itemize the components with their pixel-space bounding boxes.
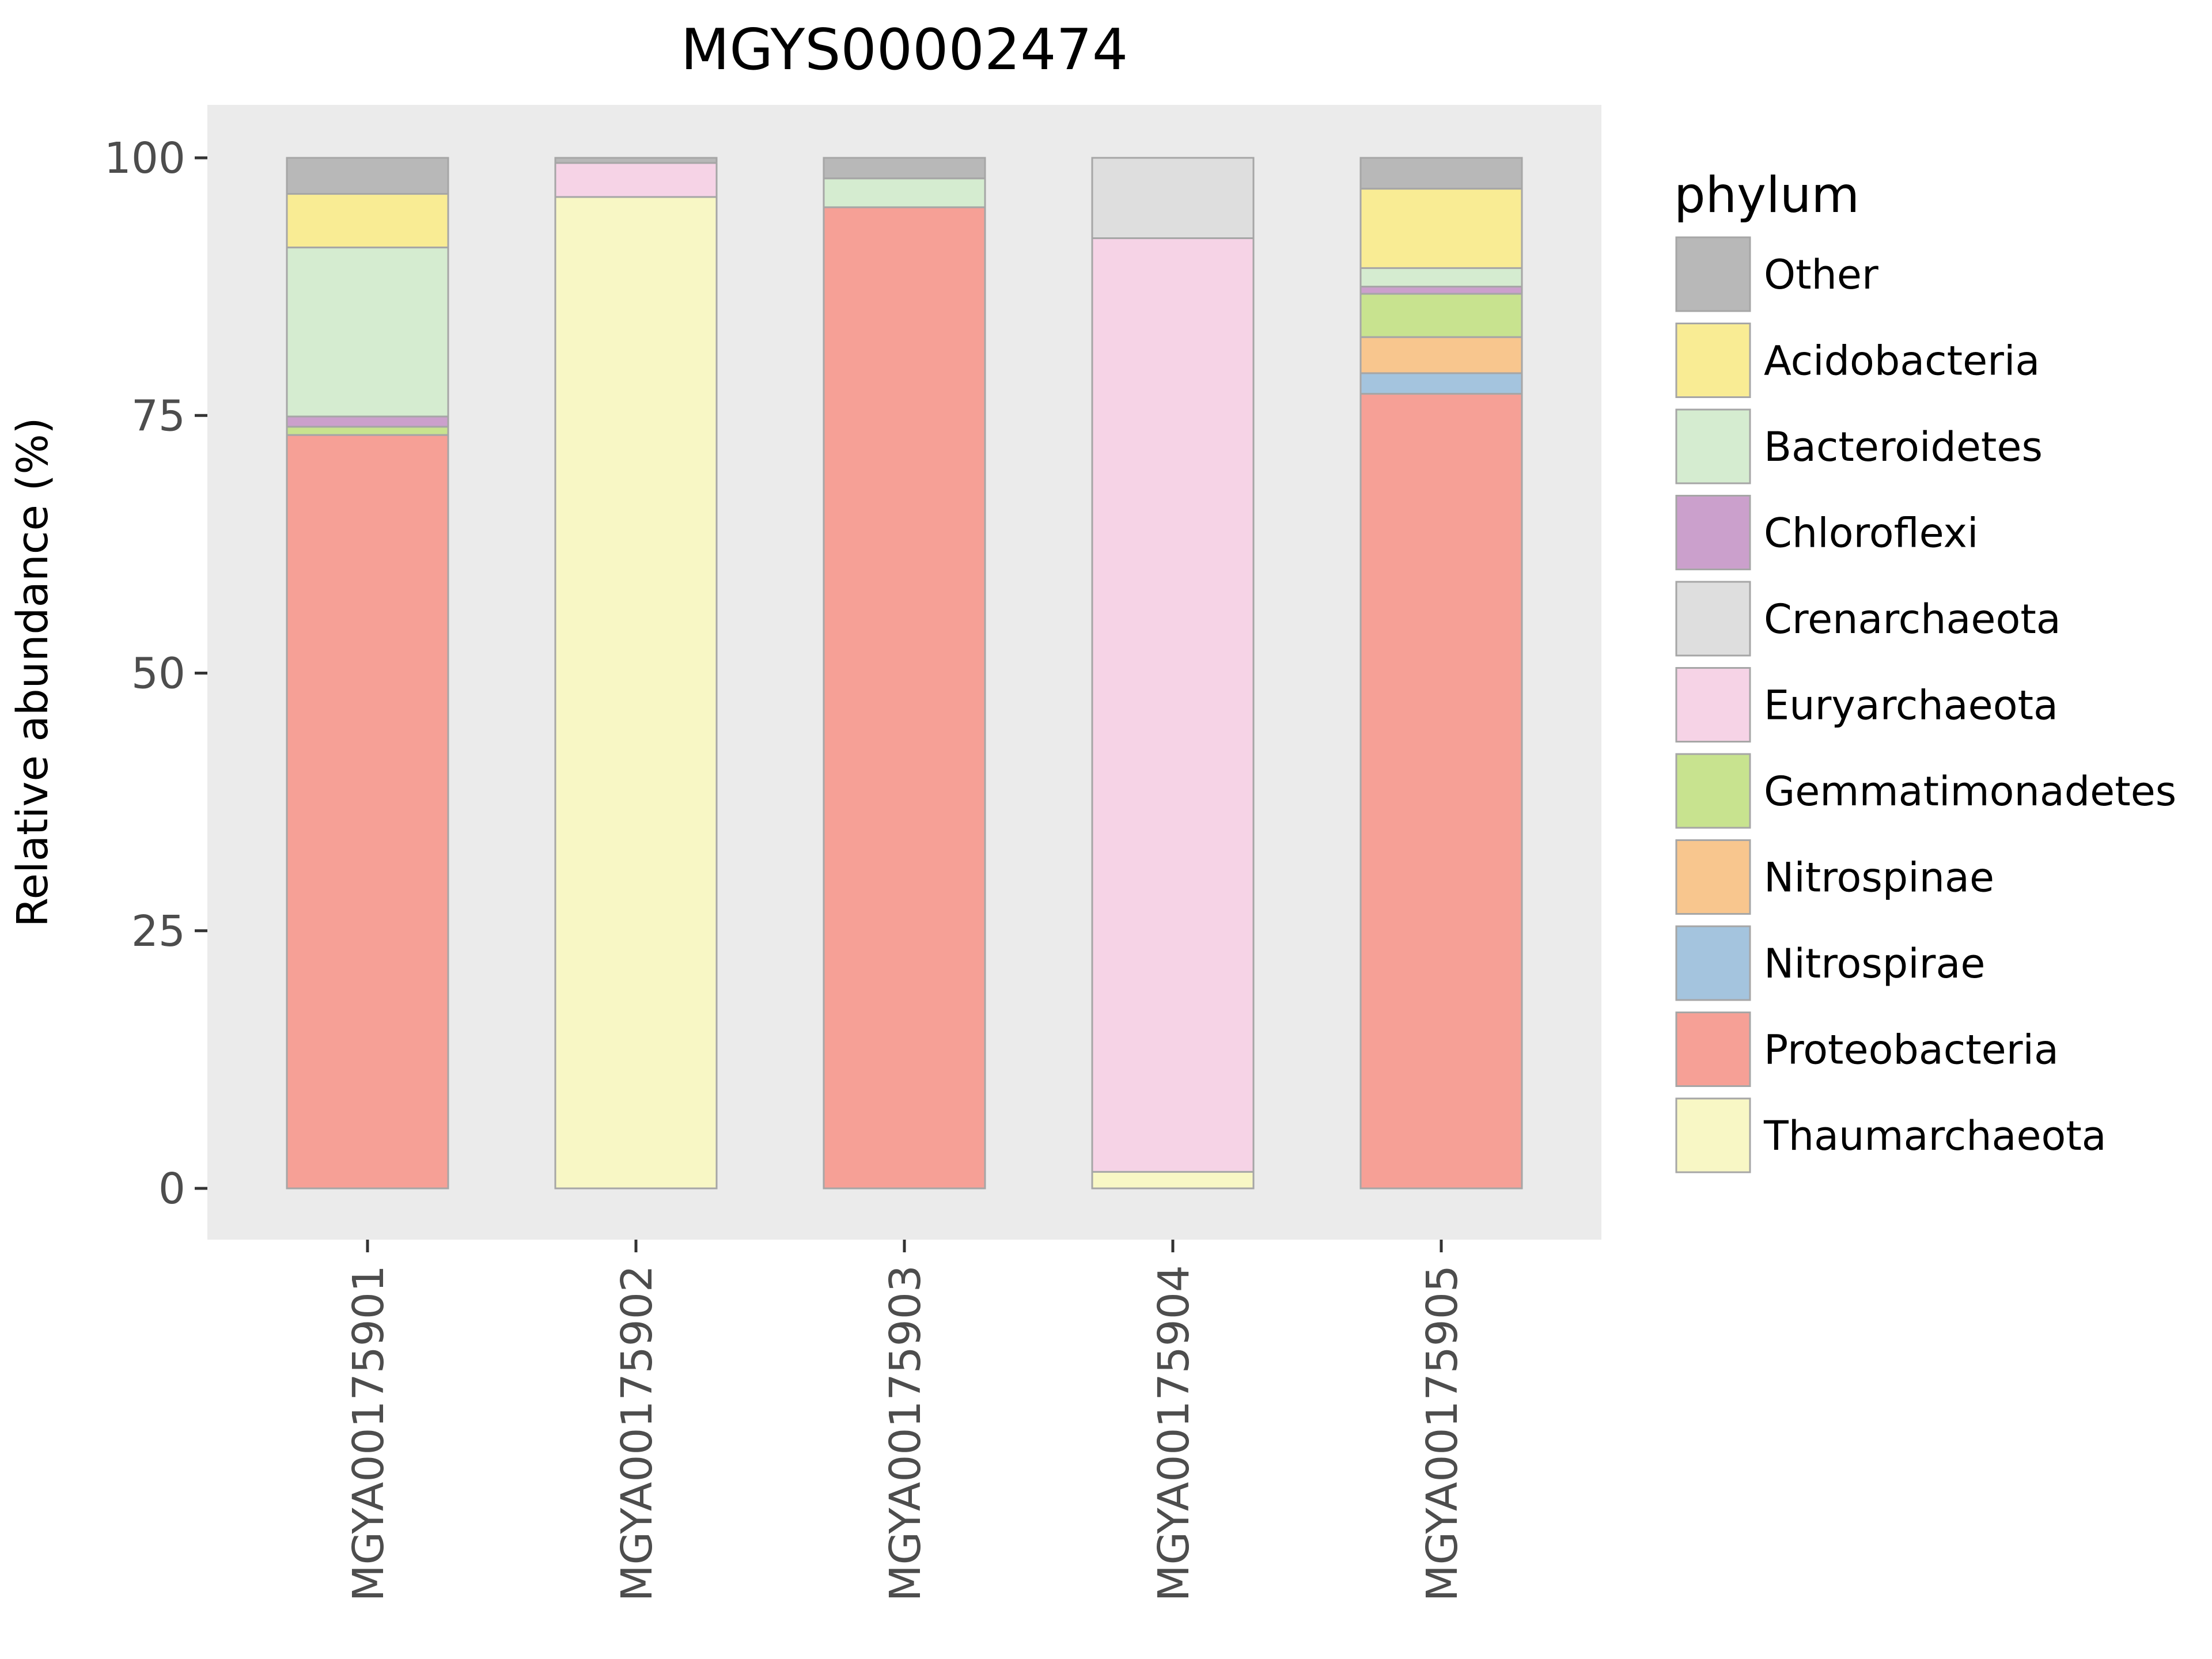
legend-label: Euryarchaeota	[1764, 682, 2058, 729]
legend-key-nitrospinae	[1675, 839, 1751, 915]
bar-segment-euryarchaeota	[1091, 237, 1255, 1173]
y-tick-label: 0	[158, 1164, 185, 1214]
legend-label: Crenarchaeota	[1764, 596, 2061, 643]
legend: phylum Other Acidobacteria Bacteroidetes Ch…	[1674, 166, 2176, 1173]
legend-key-acidobacteria	[1675, 323, 1751, 398]
legend-label: Chloroflexi	[1764, 510, 1978, 557]
bar-segment-bacteroidetes	[286, 247, 449, 418]
bar-segment-chloroflexi	[1359, 286, 1523, 295]
legend-label: Acidobacteria	[1764, 338, 2040, 385]
legend-key-crenarchaeota	[1675, 581, 1751, 657]
bar-segment-bacteroidetes	[823, 177, 986, 209]
legend-key-nitrospirae	[1675, 925, 1751, 1001]
legend-label: Proteobacteria	[1764, 1027, 2059, 1074]
bars-group	[286, 157, 1523, 1190]
bar-segment-thaumarchaeota	[554, 196, 718, 1190]
legend-key-gemmatimonadetes	[1675, 753, 1751, 829]
bar-segment-gemmatimonadetes	[1359, 293, 1523, 338]
bar-segment-proteobacteria	[1359, 393, 1523, 1190]
y-axis-title: Relative abundance (%)	[8, 417, 58, 927]
bar-segment-chloroflexi	[286, 415, 449, 428]
x-tick-label: MGYA00175902	[612, 1265, 662, 1601]
chart-title: MGYS00002474	[681, 17, 1128, 83]
bar-segment-acidobacteria	[286, 193, 449, 249]
bar-segment-euryarchaeota	[554, 162, 718, 198]
legend-key-thaumarchaeota	[1675, 1097, 1751, 1173]
y-tick-label: 50	[131, 649, 185, 699]
bar-segment-nitrospirae	[1359, 372, 1523, 395]
bar-segment-thaumarchaeota	[1091, 1171, 1255, 1190]
legend-label: Bacteroidetes	[1764, 423, 2043, 471]
bar-segment-other	[823, 157, 986, 180]
x-tick-label: MGYA00175901	[344, 1265, 393, 1601]
bar-segment-crenarchaeota	[1091, 157, 1255, 240]
bar-stack-mgya00175901	[286, 157, 449, 1190]
legend-label: Nitrospirae	[1764, 940, 1985, 987]
x-tick-label: MGYA00175905	[1418, 1265, 1467, 1601]
x-tick-label: MGYA00175904	[1149, 1265, 1199, 1601]
bar-stack-mgya00175903	[823, 157, 986, 1190]
y-tick-label: 75	[131, 391, 185, 441]
legend-title: phylum	[1674, 166, 1859, 224]
bar-segment-proteobacteria	[286, 434, 449, 1190]
legend-key-proteobacteria	[1675, 1012, 1751, 1087]
x-tick-label: MGYA00175903	[881, 1265, 930, 1601]
legend-key-euryarchaeota	[1675, 667, 1751, 743]
y-tick-label: 100	[104, 134, 185, 183]
bar-segment-acidobacteria	[1359, 188, 1523, 269]
y-tick-label: 25	[131, 907, 185, 956]
legend-key-bacteroidetes	[1675, 408, 1751, 484]
bar-segment-other	[1359, 157, 1523, 190]
bar-segment-gemmatimonadetes	[286, 426, 449, 436]
y-axis: 0 25 50 75 100	[104, 134, 207, 1214]
bar-segment-bacteroidetes	[1359, 267, 1523, 288]
legend-label: Thaumarchaeota	[1763, 1112, 2107, 1160]
legend-key-chloroflexi	[1675, 495, 1751, 570]
x-axis: MGYA00175901 MGYA00175902 MGYA00175903 MGYA…	[344, 1240, 1467, 1601]
bar-stack-mgya00175902	[554, 157, 718, 1190]
bar-stack-mgya00175905	[1359, 157, 1523, 1190]
legend-label: Nitrospinae	[1764, 854, 1994, 902]
legend-label: Other	[1764, 251, 1878, 298]
legend-label: Gemmatimonadetes	[1764, 768, 2176, 815]
bar-segment-nitrospinae	[1359, 336, 1523, 374]
bar-segment-proteobacteria	[823, 206, 986, 1190]
bar-segment-other	[286, 157, 449, 195]
bar-stack-mgya00175904	[1091, 157, 1255, 1190]
legend-key-other	[1675, 236, 1751, 312]
